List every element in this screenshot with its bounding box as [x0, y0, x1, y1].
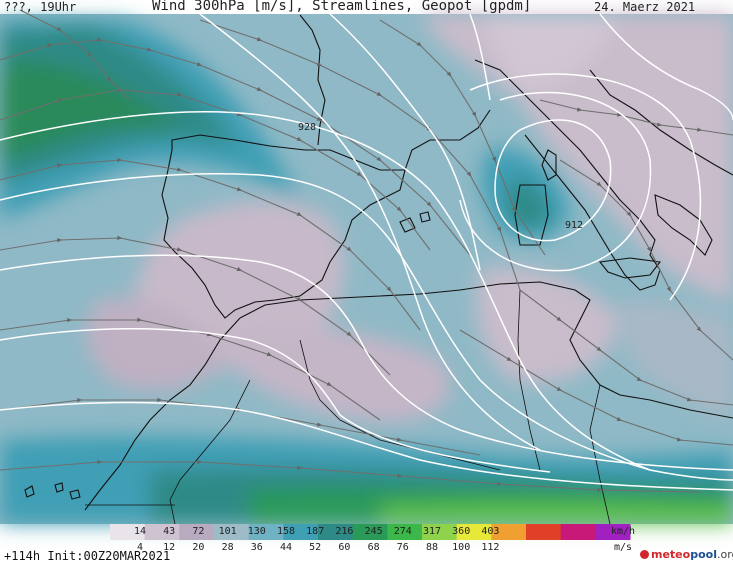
legend-kmh-tick: 403	[481, 526, 500, 537]
legend-swatch	[352, 524, 388, 540]
legend-swatch	[248, 524, 284, 540]
legend-ms-tick: 88	[425, 542, 439, 553]
legend-ms-unit: m/s	[614, 542, 633, 553]
legend-swatch	[595, 524, 631, 540]
map-title: Wind 300hPa [m/s], Streamlines, Geopot […	[152, 0, 532, 14]
logo-pool: pool	[690, 548, 717, 561]
logo-org: .org	[716, 548, 733, 561]
legend-kmh-tick: 245	[364, 526, 383, 537]
legend-swatch	[491, 524, 527, 540]
legend-swatch	[560, 524, 596, 540]
legend-ms-tick: 4	[136, 542, 144, 553]
contour-label-928: 928	[297, 122, 317, 133]
legend-kmh-tick: 72	[192, 526, 205, 537]
legend-kmh-tick: 14	[133, 526, 147, 537]
legend-swatch	[422, 524, 458, 540]
legend-swatch	[179, 524, 215, 540]
legend-ms-tick: 44	[279, 542, 293, 553]
legend-ms-tick: 68	[367, 542, 380, 553]
legend-kmh-tick: 158	[276, 526, 296, 537]
legend-ms-tick: 60	[338, 542, 351, 553]
legend-kmh-tick: 317	[422, 526, 442, 537]
contour-label-912: 912	[564, 220, 584, 231]
legend-kmh-tick: 274	[393, 526, 412, 537]
init-time: Init:00Z20MAR2021	[47, 549, 171, 563]
wind-speed-field	[0, 14, 733, 524]
forecast-hour: +114h	[4, 549, 41, 563]
legend-ms-tick: 28	[221, 542, 234, 553]
legend-ms-tick: 100	[452, 542, 471, 553]
run-info: +114h Init:00Z20MAR2021	[4, 549, 170, 563]
logo-meteo: meteo	[651, 548, 691, 561]
logo-dot-icon	[640, 550, 649, 559]
legend-swatch	[283, 524, 319, 540]
legend-swatch	[318, 524, 354, 540]
legend-kmh-unit: km/h	[611, 526, 636, 537]
geopotential-contours	[0, 13, 733, 491]
legend-kmh-tick: 360	[452, 526, 471, 537]
legend-swatch	[387, 524, 423, 540]
legend-kmh-tick: 101	[218, 526, 237, 537]
legend-ms-tick: 20	[192, 542, 205, 553]
legend-kmh-tick: 187	[306, 526, 325, 537]
legend-kmh-tick: 43	[163, 526, 176, 537]
legend-ms-tick: 12	[163, 542, 176, 553]
meteopool-logo[interactable]: meteopool.org	[640, 548, 733, 561]
legend-swatch	[526, 524, 562, 540]
legend-swatch	[214, 524, 250, 540]
legend-colorbar	[110, 524, 631, 540]
legend-swatch	[110, 524, 146, 540]
legend-swatch	[456, 524, 492, 540]
legend-ms-tick: 36	[250, 542, 263, 553]
legend-swatch	[144, 524, 180, 540]
legend-ms-tick: 112	[481, 542, 500, 553]
legend-kmh-tick: 216	[335, 526, 354, 537]
header-location-time: ???, 19Uhr	[4, 0, 77, 14]
legend-ms-tick: 52	[309, 542, 322, 553]
map-date: 24. Maerz 2021	[594, 0, 696, 14]
legend-kmh-tick: 130	[247, 526, 266, 537]
legend-ms-tick: 76	[396, 542, 409, 553]
